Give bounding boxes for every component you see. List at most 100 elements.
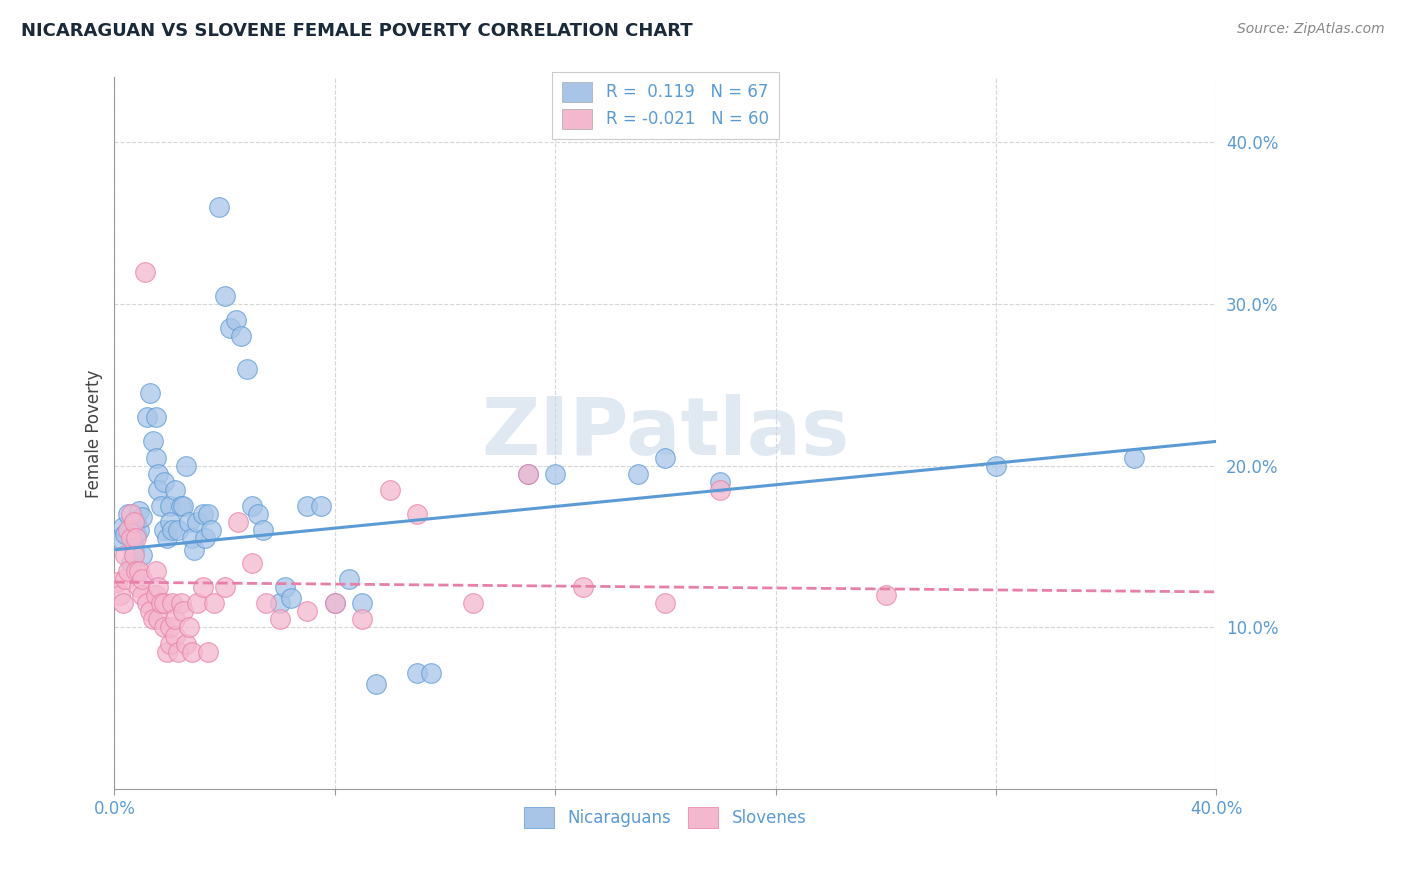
- Point: [169, 596, 191, 610]
- Point: [461, 596, 484, 610]
- Point: [571, 580, 593, 594]
- Point: [378, 483, 401, 497]
- Point: [186, 596, 208, 610]
- Point: [128, 580, 150, 594]
- Point: [323, 596, 346, 610]
- Point: [162, 524, 184, 538]
- Point: [162, 596, 184, 610]
- Point: [153, 524, 176, 538]
- Point: [148, 467, 170, 481]
- Y-axis label: Female Poverty: Female Poverty: [86, 369, 103, 498]
- Point: [159, 499, 181, 513]
- Point: [709, 475, 731, 489]
- Point: [159, 620, 181, 634]
- Point: [186, 516, 208, 530]
- Point: [627, 467, 650, 481]
- Point: [214, 289, 236, 303]
- Text: ZIPatlas: ZIPatlas: [481, 394, 849, 473]
- Point: [163, 628, 186, 642]
- Point: [194, 532, 217, 546]
- Point: [228, 516, 250, 530]
- Point: [120, 532, 142, 546]
- Point: [105, 575, 128, 590]
- Point: [156, 645, 179, 659]
- Point: [516, 467, 538, 481]
- Point: [297, 499, 319, 513]
- Point: [214, 580, 236, 594]
- Point: [153, 620, 176, 634]
- Point: [134, 264, 156, 278]
- Point: [337, 572, 360, 586]
- Point: [309, 499, 332, 513]
- Legend: Nicaraguans, Slovenes: Nicaraguans, Slovenes: [517, 801, 813, 834]
- Point: [150, 596, 173, 610]
- Point: [148, 612, 170, 626]
- Point: [145, 410, 167, 425]
- Point: [131, 510, 153, 524]
- Point: [136, 596, 159, 610]
- Point: [984, 458, 1007, 473]
- Point: [191, 507, 214, 521]
- Point: [122, 548, 145, 562]
- Point: [219, 321, 242, 335]
- Point: [131, 548, 153, 562]
- Point: [125, 516, 148, 530]
- Point: [156, 532, 179, 546]
- Point: [709, 483, 731, 497]
- Point: [120, 507, 142, 521]
- Point: [136, 410, 159, 425]
- Point: [114, 548, 136, 562]
- Point: [122, 542, 145, 557]
- Point: [153, 475, 176, 489]
- Point: [240, 556, 263, 570]
- Point: [366, 677, 388, 691]
- Point: [297, 604, 319, 618]
- Point: [269, 612, 291, 626]
- Point: [139, 604, 162, 618]
- Point: [131, 572, 153, 586]
- Point: [229, 329, 252, 343]
- Point: [163, 612, 186, 626]
- Point: [352, 612, 374, 626]
- Point: [654, 450, 676, 465]
- Point: [150, 499, 173, 513]
- Point: [163, 483, 186, 497]
- Point: [117, 564, 139, 578]
- Point: [159, 637, 181, 651]
- Point: [128, 564, 150, 578]
- Point: [180, 645, 202, 659]
- Point: [108, 588, 131, 602]
- Point: [280, 591, 302, 606]
- Point: [406, 665, 429, 680]
- Point: [269, 596, 291, 610]
- Point: [128, 524, 150, 538]
- Point: [406, 507, 429, 521]
- Point: [246, 507, 269, 521]
- Point: [120, 556, 142, 570]
- Point: [145, 588, 167, 602]
- Point: [1122, 450, 1144, 465]
- Text: Source: ZipAtlas.com: Source: ZipAtlas.com: [1237, 22, 1385, 37]
- Point: [125, 526, 148, 541]
- Point: [142, 434, 165, 449]
- Point: [142, 612, 165, 626]
- Point: [117, 524, 139, 538]
- Point: [111, 520, 134, 534]
- Point: [191, 580, 214, 594]
- Point: [117, 507, 139, 521]
- Point: [131, 588, 153, 602]
- Point: [183, 542, 205, 557]
- Text: NICARAGUAN VS SLOVENE FEMALE POVERTY CORRELATION CHART: NICARAGUAN VS SLOVENE FEMALE POVERTY COR…: [21, 22, 693, 40]
- Point: [122, 532, 145, 546]
- Point: [197, 645, 219, 659]
- Point: [172, 499, 194, 513]
- Point: [148, 483, 170, 497]
- Point: [148, 580, 170, 594]
- Point: [114, 572, 136, 586]
- Point: [108, 532, 131, 546]
- Point: [180, 532, 202, 546]
- Point: [420, 665, 443, 680]
- Point: [202, 596, 225, 610]
- Point: [114, 526, 136, 541]
- Point: [174, 458, 197, 473]
